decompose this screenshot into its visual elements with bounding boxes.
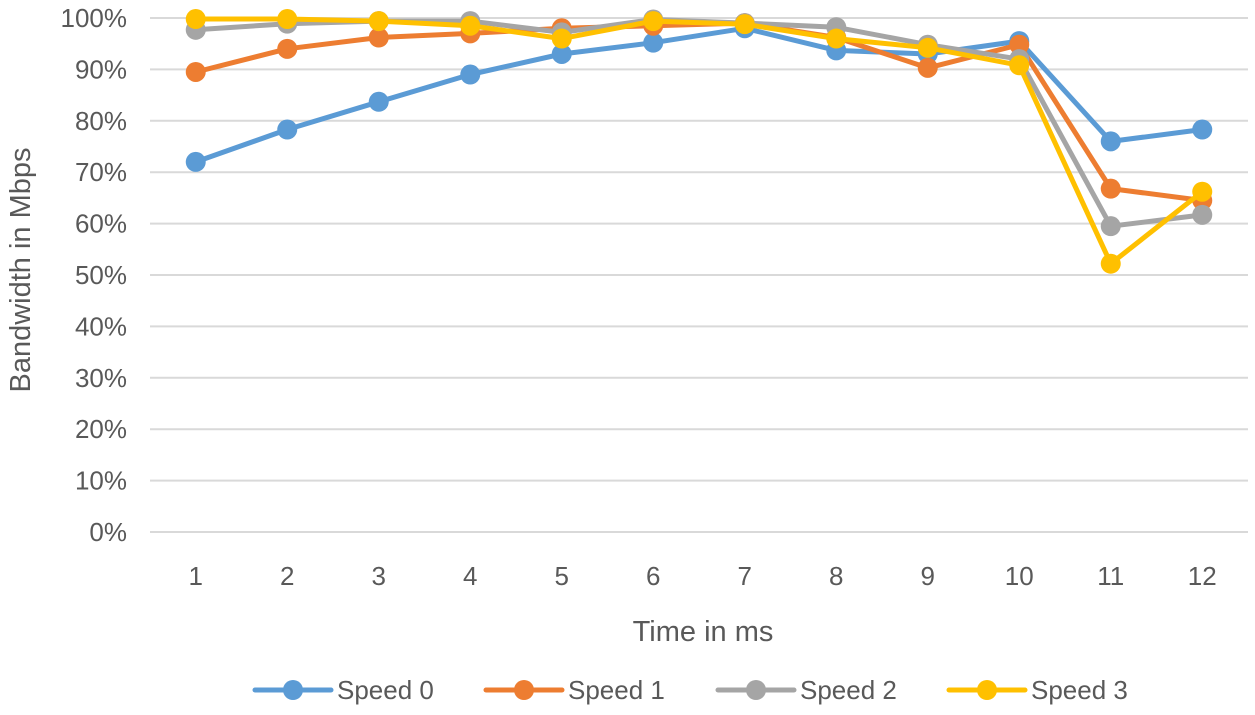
data-point [460, 15, 481, 36]
x-tick-label: 10 [1005, 561, 1034, 591]
y-tick-label: 10% [75, 466, 127, 496]
data-point [1192, 119, 1213, 140]
series-line [193, 25, 1205, 165]
data-point [368, 91, 389, 112]
y-tick-label: 0% [89, 517, 127, 547]
data-point [368, 11, 389, 32]
data-point [551, 43, 572, 64]
data-point [1100, 131, 1121, 152]
data-point [1009, 55, 1030, 76]
data-point [185, 151, 206, 172]
data-point [917, 37, 938, 58]
legend-label: Speed 0 [337, 675, 434, 705]
data-point [551, 28, 572, 49]
y-tick-label: 20% [75, 414, 127, 444]
legend-marker [283, 680, 303, 700]
legend-marker [977, 680, 997, 700]
data-point [1192, 204, 1213, 225]
y-tick-label: 60% [75, 209, 127, 239]
data-point [185, 9, 206, 30]
data-point [277, 9, 298, 30]
y-axis-ticks: 0% 10% 20% 30% 40% 50% 60% 70% 80% 90% 100% [61, 3, 128, 547]
data-point [643, 32, 664, 53]
y-tick-label: 70% [75, 157, 127, 187]
y-tick-label: 40% [75, 311, 127, 341]
x-tick-label: 9 [921, 561, 935, 591]
series-line [193, 16, 1205, 267]
x-tick-label: 6 [646, 561, 660, 591]
x-tick-label: 11 [1097, 561, 1124, 591]
data-point [460, 64, 481, 85]
x-tick-label: 1 [189, 561, 203, 591]
x-tick-label: 7 [738, 561, 752, 591]
data-point [917, 57, 938, 78]
data-point [643, 11, 664, 32]
data-point [185, 61, 206, 82]
y-tick-label: 80% [75, 106, 127, 136]
legend: Speed 0 Speed 1 Speed 2 Speed 3 [252, 675, 1128, 705]
legend-item-speed-1: Speed 1 [483, 675, 665, 705]
x-axis-ticks: 1 2 3 4 5 6 7 8 9 10 11 12 [189, 561, 1217, 591]
x-tick-label: 5 [555, 561, 569, 591]
y-tick-label: 50% [75, 260, 127, 290]
data-point [734, 14, 755, 35]
y-axis-title: Bandwidth in Mbps [5, 147, 37, 392]
y-tick-label: 30% [75, 363, 127, 393]
legend-label: Speed 3 [1031, 675, 1128, 705]
legend-item-speed-0: Speed 0 [252, 675, 434, 705]
series-speed-3 [185, 9, 1213, 274]
y-tick-label: 100% [61, 3, 128, 33]
legend-item-speed-3: Speed 3 [946, 675, 1128, 705]
data-point [826, 28, 847, 49]
x-tick-label: 3 [372, 561, 386, 591]
data-point [1100, 253, 1121, 274]
x-tick-label: 12 [1188, 561, 1217, 591]
legend-marker [746, 680, 766, 700]
data-point [1100, 216, 1121, 237]
x-tick-label: 4 [463, 561, 477, 591]
legend-label: Speed 1 [568, 675, 665, 705]
gridlines [150, 17, 1248, 533]
y-tick-label: 90% [75, 54, 127, 84]
data-point [277, 38, 298, 59]
legend-label: Speed 2 [800, 675, 897, 705]
x-axis-title: Time in ms [633, 616, 774, 648]
data-point [277, 119, 298, 140]
x-tick-label: 8 [829, 561, 843, 591]
data-point [368, 27, 389, 48]
legend-marker [514, 680, 534, 700]
x-tick-label: 2 [280, 561, 294, 591]
legend-item-speed-2: Speed 2 [715, 675, 897, 705]
data-point [1100, 178, 1121, 199]
series-lines [185, 9, 1213, 274]
data-point [1192, 181, 1213, 202]
data-point [1009, 34, 1030, 55]
series-line [193, 17, 1205, 229]
